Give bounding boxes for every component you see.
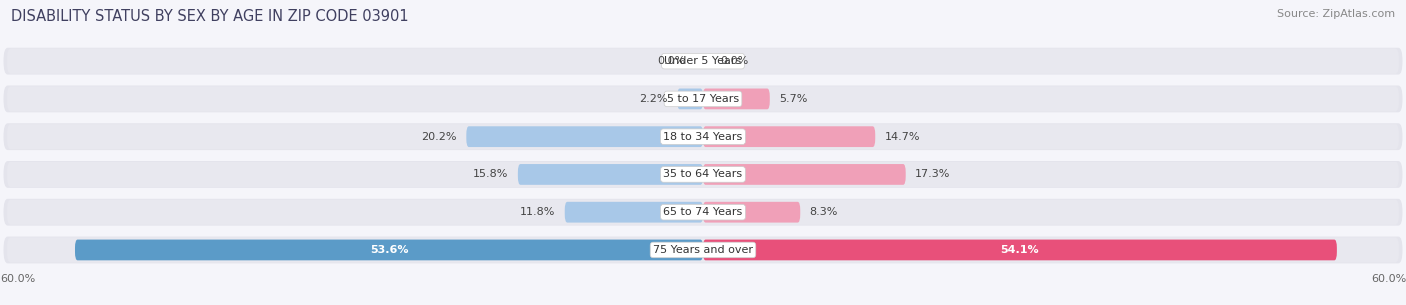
FancyBboxPatch shape [75,239,703,260]
Text: 14.7%: 14.7% [884,132,920,142]
Text: 65 to 74 Years: 65 to 74 Years [664,207,742,217]
Text: 35 to 64 Years: 35 to 64 Years [664,170,742,179]
FancyBboxPatch shape [7,237,1399,263]
Text: 8.3%: 8.3% [810,207,838,217]
Text: 5.7%: 5.7% [779,94,807,104]
FancyBboxPatch shape [565,202,703,223]
FancyBboxPatch shape [703,239,1337,260]
FancyBboxPatch shape [517,164,703,185]
FancyBboxPatch shape [7,199,1399,225]
FancyBboxPatch shape [678,88,703,109]
FancyBboxPatch shape [467,126,703,147]
FancyBboxPatch shape [7,124,1399,149]
Text: 20.2%: 20.2% [422,132,457,142]
Text: 0.0%: 0.0% [657,56,686,66]
Text: 75 Years and over: 75 Years and over [652,245,754,255]
Text: 11.8%: 11.8% [520,207,555,217]
Text: Under 5 Years: Under 5 Years [665,56,741,66]
Text: Source: ZipAtlas.com: Source: ZipAtlas.com [1277,9,1395,19]
Text: 18 to 34 Years: 18 to 34 Years [664,132,742,142]
FancyBboxPatch shape [7,86,1399,112]
Text: 53.6%: 53.6% [370,245,408,255]
FancyBboxPatch shape [3,237,1403,263]
FancyBboxPatch shape [3,85,1403,112]
FancyBboxPatch shape [3,161,1403,188]
Text: DISABILITY STATUS BY SEX BY AGE IN ZIP CODE 03901: DISABILITY STATUS BY SEX BY AGE IN ZIP C… [11,9,409,24]
FancyBboxPatch shape [7,48,1399,74]
FancyBboxPatch shape [703,126,875,147]
Text: 60.0%: 60.0% [0,274,35,285]
FancyBboxPatch shape [703,202,800,223]
Text: 5 to 17 Years: 5 to 17 Years [666,94,740,104]
FancyBboxPatch shape [7,162,1399,187]
Text: 17.3%: 17.3% [915,170,950,179]
FancyBboxPatch shape [3,199,1403,226]
FancyBboxPatch shape [3,123,1403,150]
FancyBboxPatch shape [703,164,905,185]
Text: 0.0%: 0.0% [721,56,749,66]
Text: 60.0%: 60.0% [1371,274,1406,285]
Text: 54.1%: 54.1% [1001,245,1039,255]
Text: 15.8%: 15.8% [474,170,509,179]
FancyBboxPatch shape [703,88,770,109]
FancyBboxPatch shape [3,48,1403,74]
Text: 2.2%: 2.2% [640,94,668,104]
